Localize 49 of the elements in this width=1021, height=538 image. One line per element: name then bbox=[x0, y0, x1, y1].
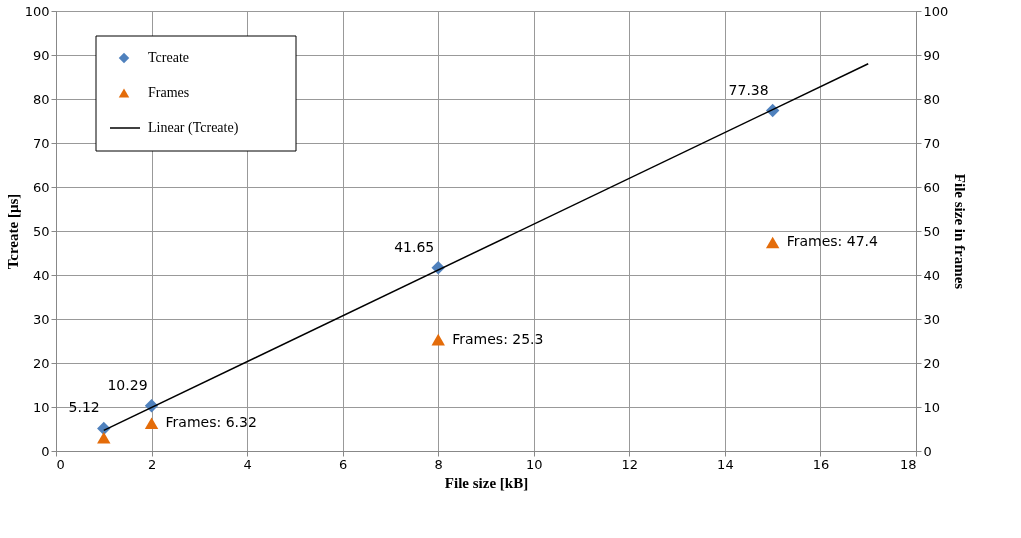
y2-tick-label: 20 bbox=[923, 355, 941, 371]
y-tick-label: 80 bbox=[32, 91, 50, 107]
legend-label: Frames bbox=[148, 85, 190, 100]
data-label: 77.38 bbox=[728, 81, 769, 98]
x-tick-label: 16 bbox=[812, 456, 830, 472]
data-label: 41.65 bbox=[394, 238, 435, 255]
y2-tick-label: 40 bbox=[923, 267, 941, 283]
x-tick-label: 4 bbox=[243, 456, 252, 472]
legend-label: Tcreate bbox=[148, 50, 189, 65]
x-tick-label: 10 bbox=[526, 456, 543, 472]
y2-axis-title: File size in frames bbox=[952, 173, 969, 290]
y2-tick-label: 70 bbox=[923, 135, 941, 151]
data-label: Frames: 25.3 bbox=[452, 330, 544, 347]
x-axis-title: File size [kB] bbox=[444, 474, 529, 491]
point bbox=[431, 333, 445, 346]
y-tick-label: 50 bbox=[32, 223, 50, 239]
point bbox=[144, 417, 159, 429]
y2-tick-label: 90 bbox=[923, 47, 941, 63]
y-tick-label: 70 bbox=[32, 135, 50, 151]
x-tick-label: 14 bbox=[717, 456, 734, 472]
y2-tick-label: 50 bbox=[923, 223, 941, 239]
x-tick-label: 8 bbox=[434, 456, 443, 472]
y2-tick-label: 10 bbox=[923, 399, 941, 415]
x-tick-label: 12 bbox=[621, 456, 639, 472]
y2-tick-label: 60 bbox=[923, 179, 941, 195]
y-tick-label: 20 bbox=[32, 355, 50, 371]
data-label: Frames: 47.4 bbox=[786, 233, 879, 250]
y2-tick-label: 0 bbox=[923, 443, 932, 459]
y-axis-title: Tcreate [µs] bbox=[4, 193, 21, 270]
x-tick-label: 6 bbox=[339, 456, 348, 472]
y2-tick-label: 80 bbox=[923, 91, 941, 107]
y2-tick-label: 100 bbox=[923, 3, 949, 19]
y2-tick-label: 30 bbox=[923, 311, 941, 327]
x-tick-label: 2 bbox=[147, 456, 157, 472]
y-tick-label: 0 bbox=[41, 443, 50, 459]
y-tick-label: 40 bbox=[32, 267, 50, 283]
data-label: Frames: 6.32 bbox=[165, 414, 257, 431]
y-tick-label: 60 bbox=[32, 179, 50, 195]
y-tick-label: 30 bbox=[32, 311, 50, 327]
y-tick-label: 10 bbox=[32, 399, 50, 415]
x-tick-label: 0 bbox=[56, 456, 65, 472]
point bbox=[97, 431, 111, 444]
x-tick-label: 18 bbox=[899, 456, 917, 472]
legend-label: Linear (Tcreate) bbox=[148, 120, 239, 136]
y-tick-label: 90 bbox=[32, 47, 50, 63]
data-label: 5.12 bbox=[68, 399, 100, 416]
y-tick-label: 100 bbox=[24, 3, 50, 19]
point bbox=[765, 236, 780, 249]
data-label: 10.29 bbox=[107, 376, 148, 393]
